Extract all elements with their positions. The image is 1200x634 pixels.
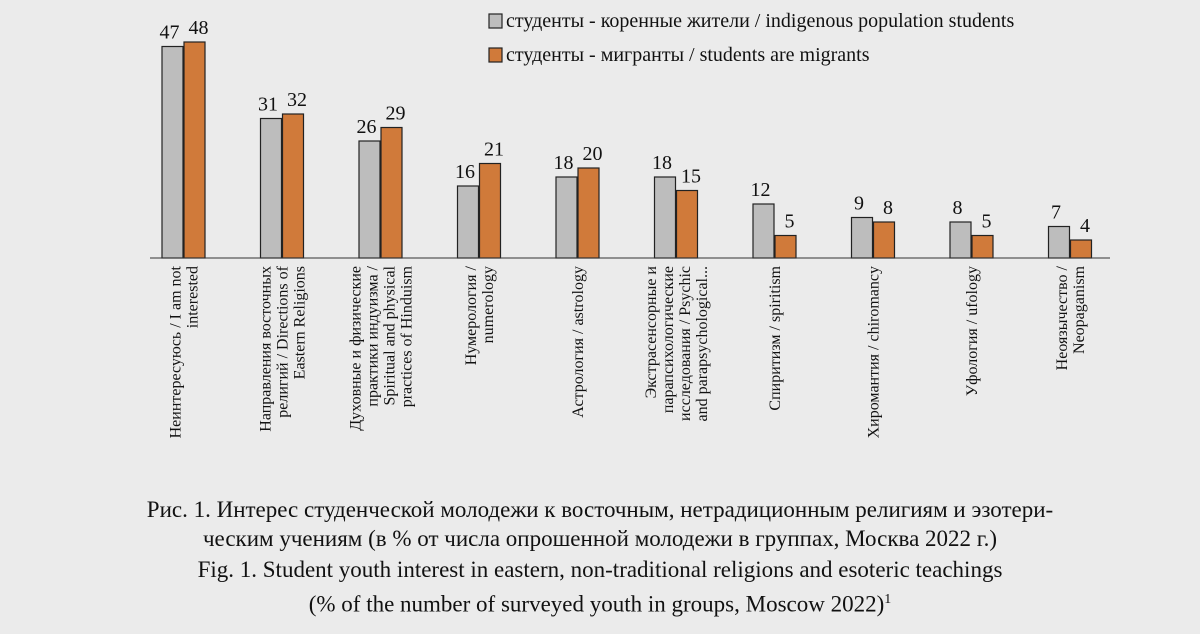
category-label-7: Спиритизм / spiritism [767,265,784,410]
category-label-line: исследования / Psychic [677,266,694,421]
bars-group [161,41,1093,259]
data-label-s2-4: 21 [484,139,504,161]
category-label-2: Направления восточных религий / Direction… [258,265,309,431]
bar-s1-10 [1047,225,1071,259]
category-label-line: Neopaganism [1071,265,1088,354]
legend-label-1: студенты - коренные жители / indigenous … [506,10,1014,32]
category-label-line: Eastern Religions [292,266,309,379]
bar-s2-8 [872,221,896,259]
category-label-8: Хиромантия / chiromancy [866,266,883,438]
category-label-line: Хиромантия / chiromancy [866,266,883,438]
category-label-line: практики индуизма / [365,265,382,406]
bar-s2-5 [577,167,600,259]
data-label-s2-9: 5 [982,211,992,233]
category-label-line: Неоязычество / [1054,265,1071,370]
bar-s1-4 [456,185,480,259]
bar-s2-10 [1069,239,1093,259]
data-label-s2-1: 48 [189,17,209,39]
caption-ru-line2: ческим учениям (в % от числа опрошенной … [202,526,998,551]
bar-s2-9 [971,234,994,259]
bar-s1-3 [358,140,381,259]
data-label-s2-2: 32 [287,89,307,111]
legend: студенты - коренные жители / indigenous … [488,10,1014,66]
caption-en-line2: (% of the number of surveyed youth in gr… [0,586,1200,618]
data-label-s1-3: 26 [357,116,377,138]
bar-s1-5 [555,176,578,259]
legend-swatch-1 [488,13,503,29]
legend-swatch-2 [488,47,503,63]
category-label-line: Экстрасенсорные и [643,266,660,399]
category-label-line: Нумерология / [463,265,480,365]
data-label-s2-6: 15 [681,166,701,188]
category-labels-group: Неинтересуюсь / I am not interested Направ… [168,265,1089,438]
category-label-line: Направления восточных [258,266,275,432]
caption-en-line2-text: (% of the number of surveyed youth in gr… [308,591,885,617]
category-label-line: practices of Hinduism [399,265,416,407]
bar-s1-2 [259,117,283,259]
data-label-s1-8: 9 [854,193,864,215]
bar-s2-7 [774,234,797,259]
data-label-s1-1: 47 [160,22,180,44]
bar-s2-2 [281,113,305,259]
data-label-s1-9: 8 [953,197,963,219]
data-label-s1-5: 18 [554,152,574,174]
bar-s1-1 [161,45,184,259]
category-label-line: Спиритизм / spiritism [767,265,784,410]
category-label-line: and parapsychological... [694,266,711,422]
data-label-s2-8: 8 [883,197,893,219]
data-label-s2-10: 4 [1080,215,1090,237]
category-label-4: Нумерология / numerology [463,265,497,365]
data-label-s1-7: 12 [751,179,771,201]
bar-s2-1 [183,41,206,259]
data-label-s2-3: 29 [386,103,406,125]
bar-s2-4 [478,162,502,259]
data-label-s1-4: 16 [455,161,475,183]
bar-s1-8 [850,216,874,259]
caption-en-line1: Fig. 1. Student youth interest in easter… [197,557,1003,582]
bar-s1-6 [653,176,677,259]
category-label-line: Астрология / astrology [570,266,587,418]
bar-s1-9 [949,221,972,259]
category-label-line: Spiritual and physical [382,265,399,405]
legend-label-2: студенты - мигранты / students are migra… [506,44,870,66]
data-label-s1-10: 7 [1051,202,1061,224]
category-label-line: Уфология / ufology [964,266,981,396]
bar-s1-7 [752,203,775,259]
bar-s2-6 [675,189,699,259]
footnote-mark: 1 [884,592,892,607]
category-label-5: Астрология / astrology [570,266,587,418]
bar-s2-3 [380,126,403,259]
category-label-line: numerology [480,266,497,343]
category-label-1: Неинтересуюсь / I am not interested [168,265,202,438]
category-label-9: Уфология / ufology [964,266,981,396]
category-label-3: Духовные и физические практики индуизма /… [348,265,416,430]
category-label-line: Духовные и физические [348,266,365,431]
data-label-s2-7: 5 [785,211,795,233]
caption-ru-line1: Рис. 1. Интерес студенческой молодежи к … [146,497,1054,522]
category-label-line: парапсихологические [660,266,677,413]
data-label-s2-5: 20 [583,143,603,165]
category-label-line: Неинтересуюсь / I am not [168,265,185,438]
category-label-10: Неоязычество / Neopaganism [1054,265,1088,370]
data-label-s1-6: 18 [652,152,672,174]
data-label-s1-2: 31 [258,94,278,116]
category-label-line: религий / Directions of [275,265,292,417]
category-label-line: interested [185,266,202,328]
category-label-6: Экстрасенсорные и парапсихологические иссл… [643,266,711,422]
